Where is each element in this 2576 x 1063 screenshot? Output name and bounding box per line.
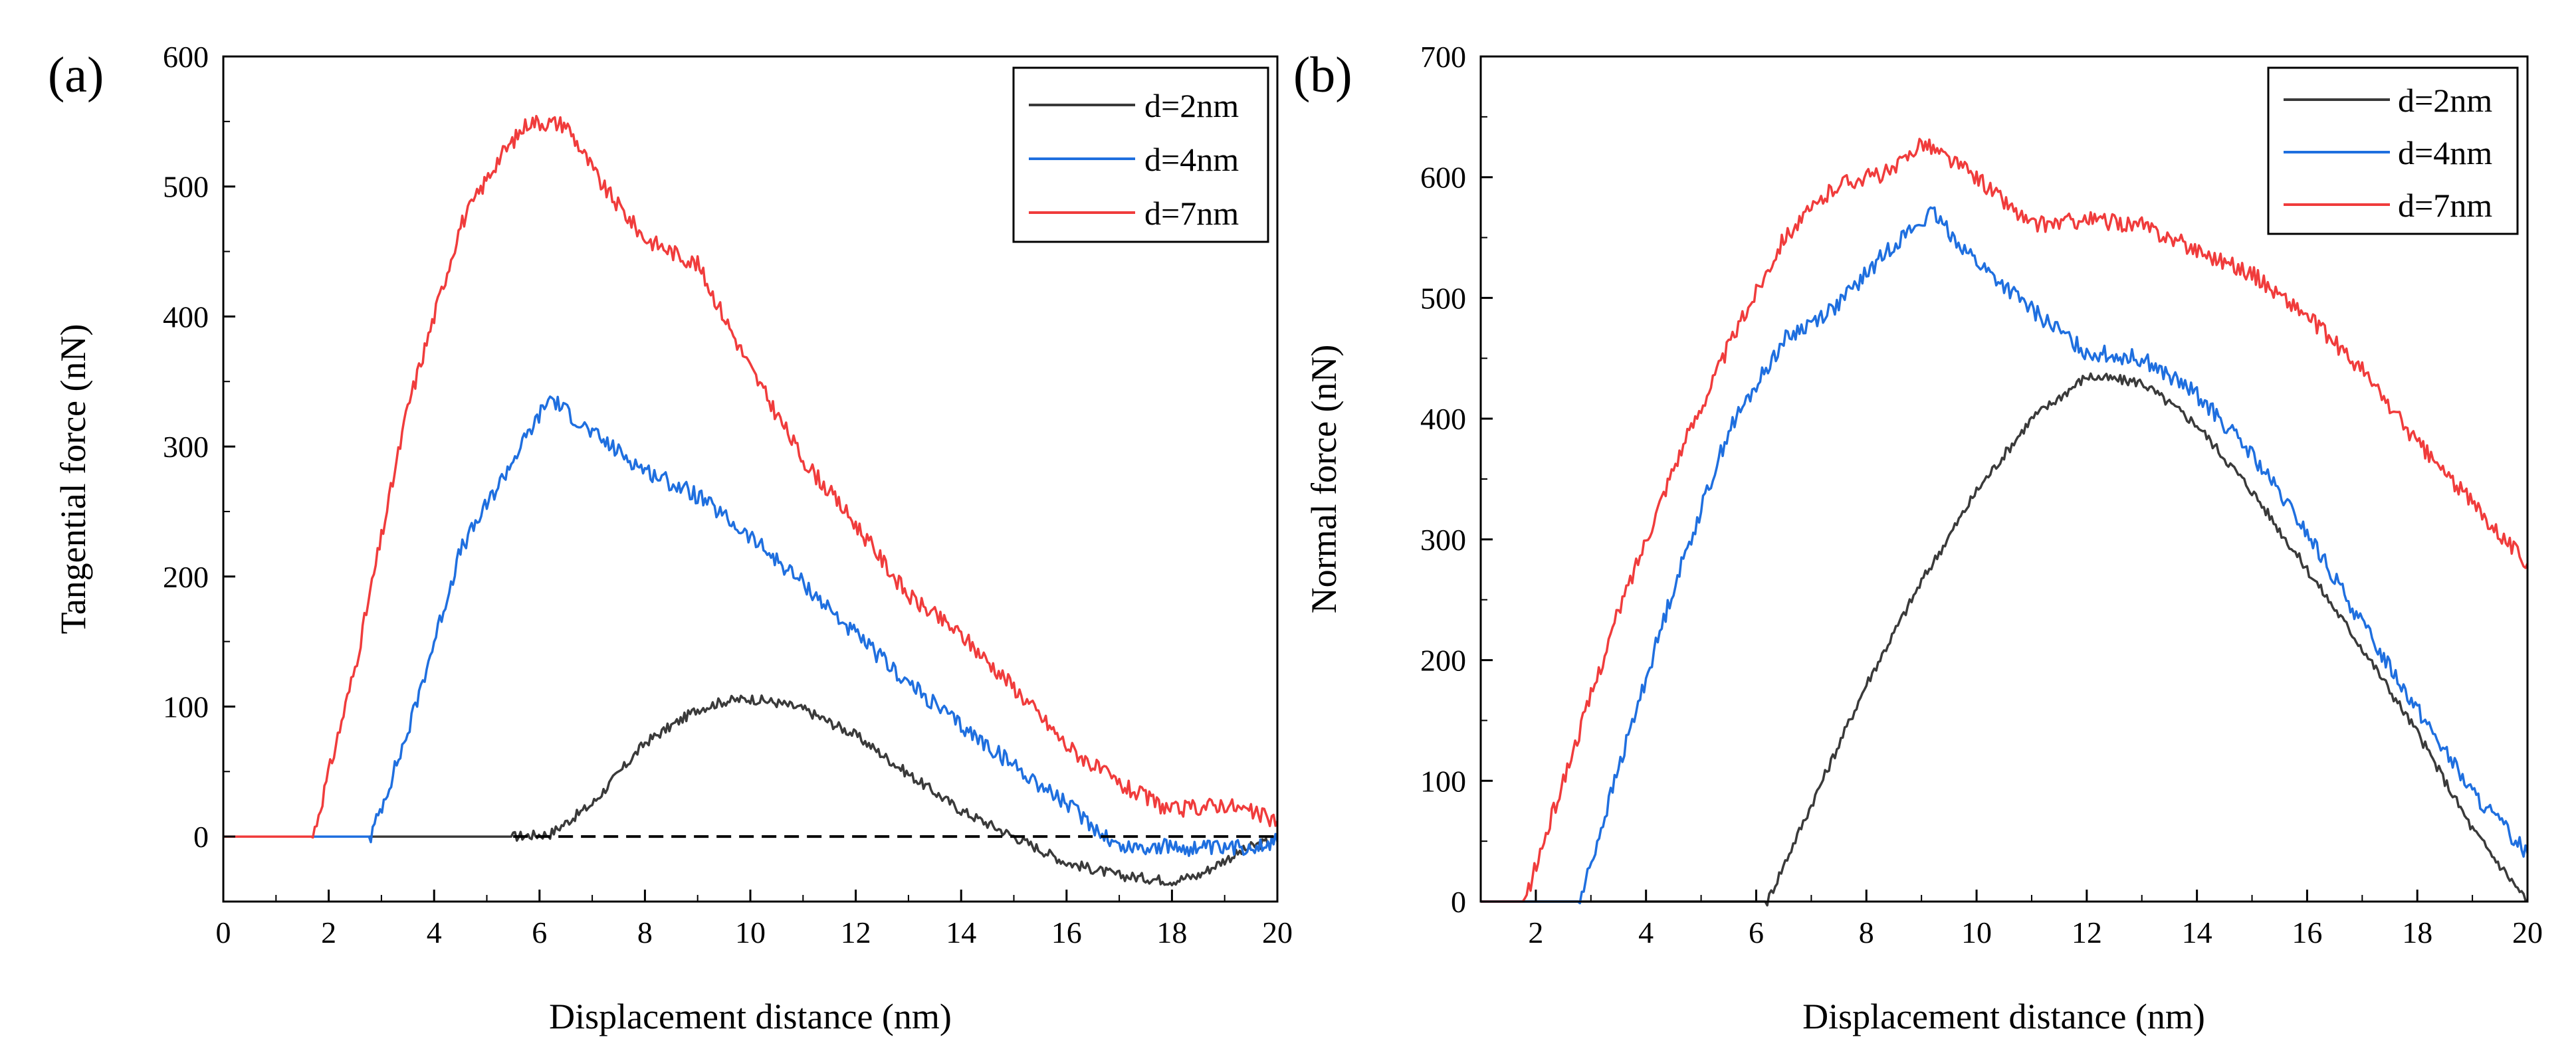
x-tick-label: 4 xyxy=(427,916,442,949)
panel-a-y-axis-title: Tangential force (nN) xyxy=(53,324,93,634)
panel-a-y-axis: 0 100 200 300 400 500 600 xyxy=(163,40,235,854)
y-tick-label: 0 xyxy=(1451,885,1466,919)
series-line-d-2nm xyxy=(1481,372,2528,907)
y-tick-label: 400 xyxy=(163,300,209,334)
panel-a-series-layer xyxy=(223,114,1279,887)
x-tick-label: 10 xyxy=(735,916,766,949)
panel-a-legend: d=2nm d=4nm d=7nm xyxy=(1012,66,1269,243)
panel-b-series-layer xyxy=(1481,138,2529,907)
y-tick-label: 500 xyxy=(163,170,209,204)
panel-b-label: (b) xyxy=(1293,47,1352,103)
panel-a-chart: (a) 0 2 4 6 8 10 12 14 16 18 20 0 100 200 300 400 500 60… xyxy=(48,40,1293,1036)
panel-b-legend-label-d4: d=4nm xyxy=(2398,134,2492,171)
x-tick-label: 14 xyxy=(2182,916,2212,949)
series-line-d-4nm xyxy=(1481,206,2529,905)
series-line-d-7nm xyxy=(1481,138,2529,903)
x-tick-label: 18 xyxy=(1156,916,1187,949)
x-tick-label: 18 xyxy=(2402,916,2432,949)
panel-b-legend-label-d7: d=7nm xyxy=(2398,187,2492,224)
x-tick-label: 12 xyxy=(841,916,871,949)
x-tick-label: 4 xyxy=(1638,916,1654,949)
panel-a-x-axis-title: Displacement distance (nm) xyxy=(549,997,952,1036)
x-tick-label: 0 xyxy=(216,916,231,949)
x-tick-label: 12 xyxy=(2072,916,2102,949)
x-tick-label: 20 xyxy=(1262,916,1293,949)
x-tick-label: 8 xyxy=(637,916,653,949)
series-line-d-4nm xyxy=(223,395,1279,857)
series-line-d-7nm xyxy=(223,114,1279,839)
panel-a-label: (a) xyxy=(48,47,104,103)
x-tick-label: 6 xyxy=(1749,916,1764,949)
x-tick-label: 14 xyxy=(946,916,976,949)
y-tick-label: 500 xyxy=(1420,281,1466,315)
y-tick-label: 100 xyxy=(163,690,209,724)
x-tick-label: 16 xyxy=(2292,916,2322,949)
x-tick-label: 16 xyxy=(1051,916,1082,949)
series-line-d-2nm xyxy=(223,694,1278,887)
y-tick-label: 300 xyxy=(163,430,209,464)
y-tick-label: 300 xyxy=(1420,523,1466,557)
panel-a-x-axis: 0 2 4 6 8 10 12 14 16 18 20 xyxy=(216,890,1293,949)
x-tick-label: 2 xyxy=(321,916,336,949)
panel-b-x-axis-title: Displacement distance (nm) xyxy=(1802,997,2205,1036)
panel-b-y-axis: 0 100 200 300 400 500 600 700 xyxy=(1420,40,1493,919)
x-tick-label: 8 xyxy=(1859,916,1874,949)
panel-b-y-axis-title: Normal force (nN) xyxy=(1304,345,1344,614)
x-tick-label: 2 xyxy=(1528,916,1543,949)
panel-a-legend-label-d2: d=2nm xyxy=(1144,87,1239,124)
panel-a-legend-label-d4: d=4nm xyxy=(1144,141,1239,178)
y-tick-label: 100 xyxy=(1420,764,1466,798)
x-tick-label: 6 xyxy=(532,916,547,949)
y-tick-label: 0 xyxy=(193,820,209,854)
y-tick-label: 200 xyxy=(1420,644,1466,678)
y-tick-label: 700 xyxy=(1420,40,1466,74)
panel-a-legend-label-d7: d=7nm xyxy=(1144,195,1239,232)
x-tick-label: 20 xyxy=(2512,916,2543,949)
panel-b-legend: d=2nm d=4nm d=7nm xyxy=(2267,66,2519,235)
y-tick-label: 400 xyxy=(1420,402,1466,436)
y-tick-label: 600 xyxy=(163,40,209,74)
y-tick-label: 600 xyxy=(1420,161,1466,195)
x-tick-label: 10 xyxy=(1961,916,1992,949)
panel-b-chart: (b) 2 4 6 8 10 12 14 16 18 20 0 100 200 300 400 500 600… xyxy=(1293,40,2543,1036)
y-tick-label: 200 xyxy=(163,560,209,594)
panel-b-x-axis: 2 4 6 8 10 12 14 16 18 20 xyxy=(1528,890,2543,949)
panel-b-legend-label-d2: d=2nm xyxy=(2398,82,2492,119)
